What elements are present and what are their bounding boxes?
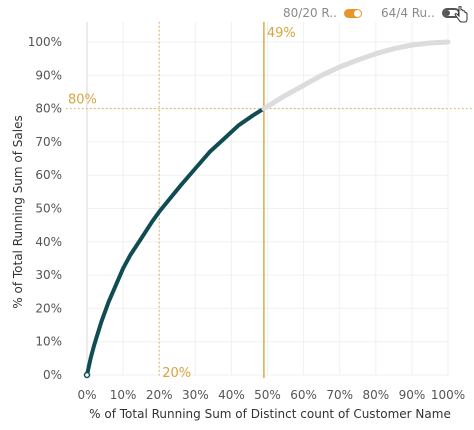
y-tick-label: 0% bbox=[43, 368, 62, 382]
reference-label-80: 80% bbox=[68, 93, 97, 108]
axis-ticks: 0% 10% 20% 30% 40% 50% 60% 70% 80% 90% 100% 0% 10% 20… bbox=[28, 35, 465, 402]
y-axis-title: % of Total Running Sum of Sales bbox=[11, 115, 25, 308]
grid bbox=[86, 22, 449, 376]
x-tick-label: 30% bbox=[182, 388, 209, 402]
series-line-highlighted bbox=[85, 106, 266, 377]
x-tick-label: 50% bbox=[254, 388, 281, 402]
y-tick-label: 70% bbox=[35, 135, 62, 149]
toggle-644[interactable]: 64/4 Ru.. bbox=[381, 4, 468, 23]
toggle-8020-label: 80/20 R.. bbox=[283, 6, 337, 20]
y-tick-label: 30% bbox=[35, 268, 62, 282]
hand-cursor-icon bbox=[454, 6, 468, 23]
y-tick-label: 40% bbox=[35, 235, 62, 249]
x-tick-label: 20% bbox=[146, 388, 173, 402]
series-lines bbox=[83, 39, 451, 379]
reference-label-20: 20% bbox=[162, 366, 191, 381]
x-tick-label: 70% bbox=[326, 388, 353, 402]
y-tick-label: 80% bbox=[35, 102, 62, 116]
x-tick-label: 100% bbox=[431, 388, 465, 402]
y-tick-label: 10% bbox=[35, 335, 62, 349]
y-tick-label: 100% bbox=[28, 35, 62, 49]
x-tick-label: 0% bbox=[77, 388, 96, 402]
x-axis-title: % of Total Running Sum of Distinct count… bbox=[89, 407, 451, 421]
start-point-marker bbox=[83, 371, 91, 379]
y-tick-label: 50% bbox=[35, 202, 62, 216]
reference-lines: 49% 20% 80% bbox=[66, 22, 472, 381]
toggle-8020-switch[interactable] bbox=[343, 8, 362, 18]
x-tick-label: 40% bbox=[218, 388, 245, 402]
y-tick-label: 20% bbox=[35, 301, 62, 315]
y-tick-label: 90% bbox=[35, 68, 62, 82]
reference-label-49: 49% bbox=[267, 26, 296, 41]
x-tick-label: 60% bbox=[290, 388, 317, 402]
x-tick-label: 90% bbox=[399, 388, 426, 402]
x-tick-label: 80% bbox=[362, 388, 389, 402]
x-tick-label: 10% bbox=[110, 388, 137, 402]
toggle-644-label: 64/4 Ru.. bbox=[381, 6, 435, 20]
y-tick-label: 60% bbox=[35, 168, 62, 182]
series-line-remaining bbox=[261, 39, 451, 112]
toggle-8020[interactable]: 80/20 R.. bbox=[283, 4, 362, 22]
